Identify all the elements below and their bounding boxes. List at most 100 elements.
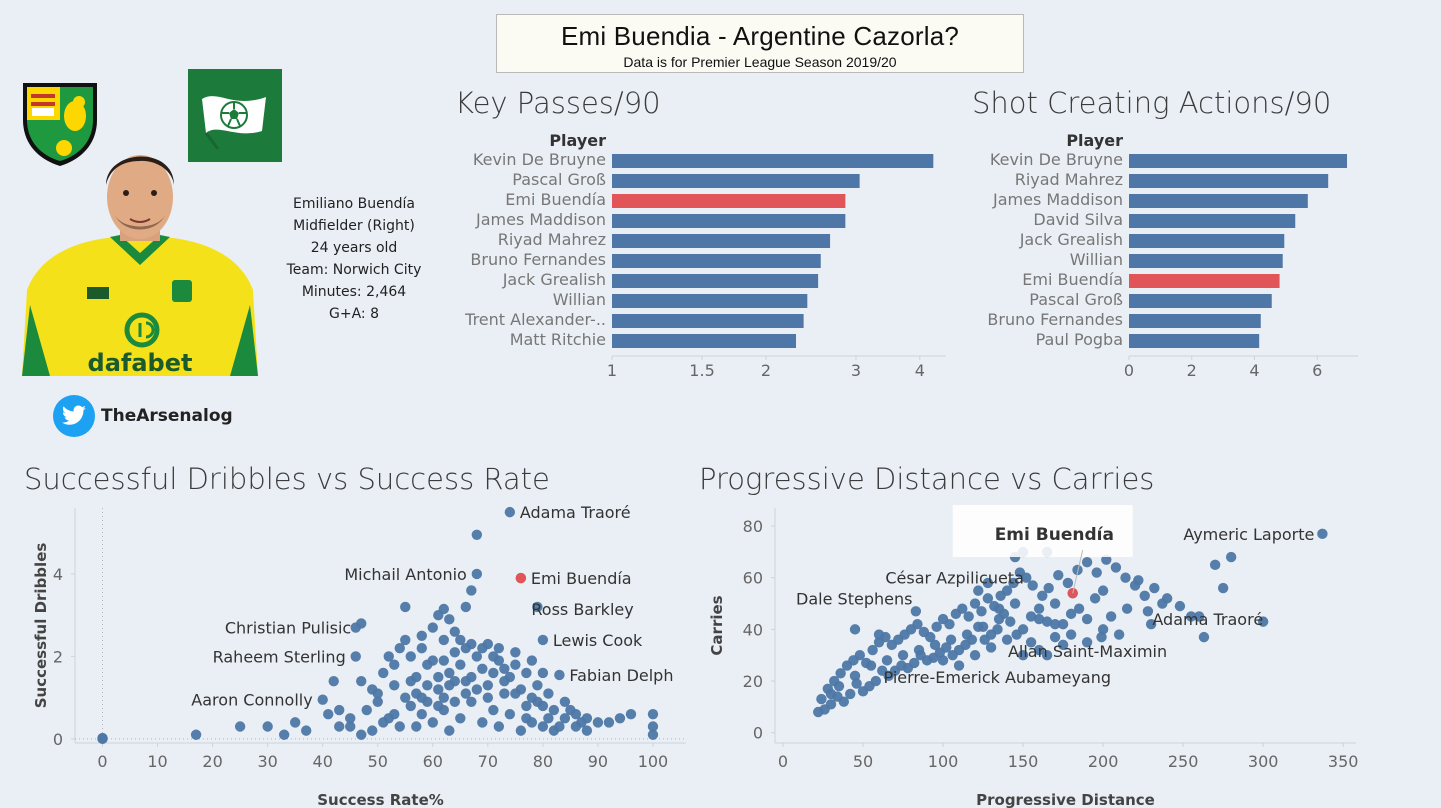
scatter-point — [937, 655, 949, 666]
scatter-point — [554, 669, 565, 681]
bar — [612, 214, 846, 228]
scatter-point — [1053, 569, 1064, 581]
scatter-point — [378, 717, 389, 728]
bar-label: Trent Alexander-.. — [464, 310, 606, 329]
scatter-point — [947, 649, 958, 661]
scatter-point — [334, 704, 345, 716]
scatter-point — [532, 680, 543, 691]
scatter-point — [559, 696, 571, 707]
scatter-point — [1073, 603, 1085, 614]
tooltip-leader — [1072, 549, 1084, 594]
key-passes-title: Key Passes/90 — [455, 86, 661, 120]
scatter-point — [471, 684, 483, 695]
scatter-point — [416, 630, 427, 642]
dribbles-title: Successful Dribbles vs Success Rate — [24, 462, 550, 496]
scatter-point — [471, 529, 483, 540]
scatter-point — [969, 598, 981, 609]
scatter-point — [1209, 559, 1221, 571]
scatter-point — [433, 700, 444, 712]
scatter-point — [488, 704, 499, 716]
scatter-point — [427, 622, 438, 633]
y-axis-title: Carries — [708, 595, 726, 655]
scatter-point — [867, 644, 878, 656]
scatter-point — [372, 688, 383, 699]
x-tick-label: 4 — [1249, 361, 1259, 380]
scatter-point — [865, 660, 877, 671]
bar-label: Pascal Groß — [1029, 290, 1123, 309]
scatter-point — [510, 647, 521, 658]
scatter-point — [912, 619, 923, 630]
scatter-point — [389, 659, 400, 670]
scatter-point — [460, 688, 472, 699]
bar-label: Matt Ritchie — [510, 330, 606, 349]
scatter-point — [1025, 611, 1037, 622]
bar-label: Paul Pogba — [1036, 330, 1123, 349]
scatter-point — [477, 717, 488, 728]
bar-label: Riyad Mahrez — [1015, 170, 1123, 189]
scatter-point — [961, 629, 973, 640]
scatter-point — [471, 651, 483, 662]
scatter-point — [460, 601, 472, 613]
x-tick-label: 350 — [1328, 752, 1359, 771]
bar — [1129, 174, 1329, 188]
scatter-point — [460, 675, 472, 687]
scatter-point — [993, 613, 1005, 625]
scatter-point — [367, 725, 378, 736]
x-tick-label: 50 — [368, 752, 388, 771]
scatter-point — [985, 642, 997, 653]
point-label: Adama Traoré — [1152, 610, 1263, 629]
scatter-point — [554, 721, 565, 732]
scatter-point — [1001, 585, 1013, 596]
scatter-point — [1049, 598, 1061, 609]
scatter-point — [1081, 613, 1093, 625]
scatter-point — [982, 577, 994, 589]
scatter-point — [433, 671, 444, 683]
y-tick-label: 4 — [53, 565, 63, 584]
scatter-point — [873, 629, 885, 640]
x-tick-label: 60 — [423, 752, 443, 771]
highlight-point — [515, 572, 527, 584]
scatter-point — [455, 634, 466, 646]
scatter-point — [510, 688, 521, 699]
scatter-point — [1129, 580, 1141, 591]
scatter-point — [444, 725, 455, 736]
scatter-point — [957, 603, 968, 614]
bar — [1129, 194, 1308, 208]
bar-label: Bruno Fernandes — [987, 310, 1123, 329]
twitter-credit[interactable]: TheArsenalog — [53, 395, 233, 437]
scatter-point — [1037, 590, 1048, 602]
bar — [1129, 214, 1296, 228]
scatter-point — [1198, 631, 1210, 643]
scatter-point — [433, 684, 444, 695]
bar — [612, 254, 821, 268]
scatter-point — [1041, 649, 1053, 661]
scatter-point — [1121, 603, 1133, 614]
bar — [612, 234, 831, 248]
scatter-point — [881, 655, 893, 666]
scatter-point — [521, 700, 532, 712]
scatter-point — [825, 688, 837, 700]
y-tick-label: 80 — [743, 517, 763, 536]
y-tick-label: 0 — [53, 730, 63, 749]
scatter-point — [455, 713, 466, 724]
scatter-point — [849, 624, 861, 635]
bar — [612, 274, 819, 288]
scatter-point — [405, 700, 416, 712]
scatter-point — [1057, 639, 1069, 651]
scatter-point — [1065, 608, 1077, 620]
player-info: Emiliano Buendía Midfielder (Right) 24 y… — [270, 193, 438, 325]
x-tick-label: 2 — [761, 361, 771, 380]
football-flag-icon — [202, 96, 266, 150]
bar-label: James Maddison — [475, 210, 606, 229]
scatter-point — [1105, 611, 1117, 622]
y-tick-label: 2 — [53, 647, 63, 666]
scatter-point — [1009, 598, 1021, 609]
point-label: Pierre-Emerick Aubameyang — [884, 668, 1111, 687]
scatter-point — [488, 667, 499, 679]
x-tick-label: 250 — [1168, 752, 1199, 771]
scatter-point — [438, 655, 450, 666]
scatter-point — [521, 667, 532, 679]
scatter-point — [345, 721, 356, 732]
scatter-point — [1065, 629, 1077, 640]
scatter-point — [504, 506, 516, 518]
